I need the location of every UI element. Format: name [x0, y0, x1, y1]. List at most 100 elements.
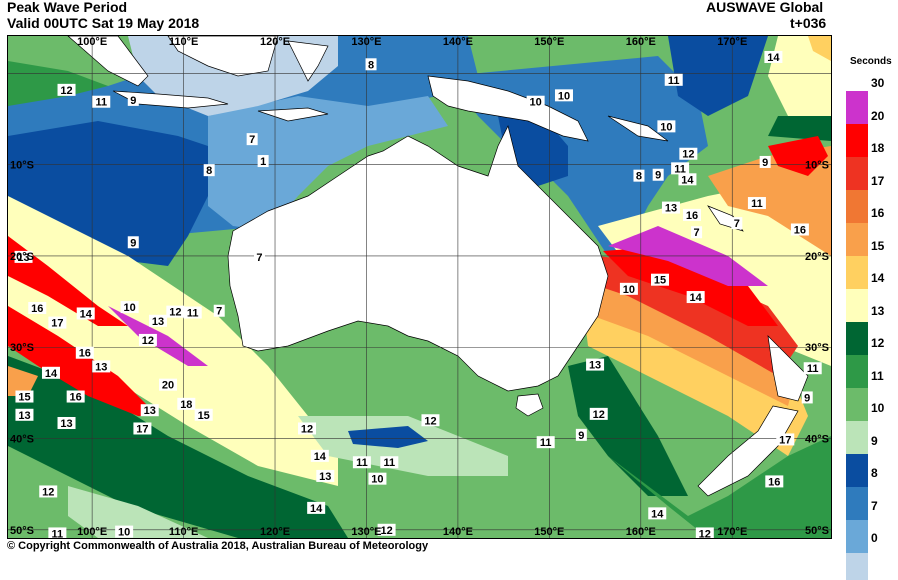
contour-value-label: 8	[365, 58, 377, 71]
contour-value-label: 17	[776, 433, 795, 446]
contour-value-label: 11	[183, 306, 202, 320]
contour-label-text: 7	[694, 227, 700, 239]
contour-labels: 12 11 9 7 8 1 9 7 13 10 13 12 11 7 12 16 17 14 16 13 14 20 18 1…	[14, 50, 822, 539]
contour-value-label: 11	[747, 197, 766, 210]
contour-value-label: 13	[140, 404, 159, 417]
legend-label: 0	[871, 531, 878, 545]
contour-label-box	[747, 197, 766, 210]
contour-value-label: 10	[526, 95, 545, 109]
contour-label-box	[257, 155, 269, 168]
contour-value-label: 9	[127, 236, 139, 249]
contour-label-box	[661, 201, 680, 214]
contour-value-label: 18	[177, 397, 196, 411]
contour-label-text: 16	[31, 303, 43, 315]
contour-value-label: 7	[691, 226, 703, 239]
legend-swatch	[846, 256, 868, 289]
contour-label-text: 1	[260, 156, 266, 168]
contour-label-box	[14, 250, 33, 263]
legend-swatch	[846, 322, 868, 355]
legend-swatch	[846, 487, 868, 520]
contour-value-label: 12	[166, 305, 185, 319]
contour-label-box	[253, 250, 265, 263]
contour-label-box	[127, 236, 139, 249]
contour-value-label: 10	[657, 120, 676, 133]
contour-value-label: 13	[57, 416, 76, 430]
valid-time: Valid 00UTC Sat 19 May 2018	[7, 15, 200, 31]
contour-label-text: 12	[699, 528, 711, 539]
zone-9s-nw-pacific	[668, 36, 768, 116]
contour-label-text: 16	[794, 224, 806, 236]
legend-swatch	[846, 91, 868, 124]
contour-label-box	[678, 173, 697, 186]
map-title: Peak Wave Period	[7, 0, 128, 15]
contour-value-label: 16	[683, 208, 702, 222]
legend-swatch	[846, 520, 868, 553]
contour-label-text: 11	[187, 308, 199, 320]
contour-label-text: 14	[690, 292, 703, 304]
contour-label-box	[92, 95, 111, 108]
contour-value-label: 13	[316, 469, 335, 483]
contour-value-label: 13	[661, 201, 680, 215]
contour-label-box	[765, 475, 784, 488]
contour-value-label: 14	[41, 366, 60, 380]
contour-label-text: 13	[18, 410, 30, 422]
contour-label-box	[652, 168, 664, 181]
latitude-label-right: 40°S	[805, 434, 829, 446]
contour-label-box	[307, 501, 326, 514]
contour-label-text: 9	[130, 95, 136, 107]
contour-label-text: 14	[767, 52, 780, 64]
contour-value-label: 14	[648, 507, 667, 520]
contour-value-label: 14	[76, 307, 95, 320]
zone-18s-pacific	[768, 136, 828, 176]
contour-label-text: 13	[589, 360, 601, 372]
contour-label-box	[48, 527, 67, 538]
legend-label: 30	[871, 76, 885, 90]
zone-7s-timor	[208, 96, 448, 231]
contour-label-box	[776, 433, 795, 446]
longitude-label-bottom: 120°E	[260, 526, 290, 538]
contour-label-box	[759, 155, 771, 168]
contour-label-text: 10	[623, 284, 635, 296]
contour-label-text: 16	[70, 392, 82, 404]
contour-label-text: 9	[578, 430, 584, 442]
copyright-notice: © Copyright Commonwealth of Australia 20…	[7, 540, 429, 552]
contour-label-text: 11	[356, 457, 368, 469]
contour-label-box	[183, 306, 202, 319]
longitude-label-top: 110°E	[169, 36, 198, 48]
contour-label-box	[803, 362, 822, 375]
contour-label-text: 17	[779, 434, 791, 446]
contour-value-label: 14	[307, 501, 326, 515]
longitude-label-top: 130°E	[351, 36, 381, 48]
contour-label-text: 9	[655, 170, 661, 182]
tasmania	[515, 393, 544, 417]
contour-value-label: 9	[801, 391, 813, 404]
contour-label-text: 11	[751, 198, 763, 210]
legend-label: 10	[871, 401, 885, 415]
model-name: AUSWAVE Global	[706, 0, 824, 15]
legend-swatch	[846, 289, 868, 322]
contour-value-label: 16	[66, 390, 85, 404]
contour-value-label: 16	[790, 223, 809, 236]
contour-label-text: 12	[682, 149, 694, 161]
contour-label-text: 11	[668, 75, 680, 87]
contour-label-box	[15, 408, 34, 421]
contour-label-box	[159, 378, 178, 391]
contour-label-box	[120, 301, 139, 314]
legend-label: 8	[871, 466, 878, 480]
contour-value-label: 12	[377, 523, 396, 537]
contour-value-label: 8	[633, 169, 645, 183]
contour-label-box	[48, 316, 67, 329]
contour-value-label: 12	[589, 407, 608, 421]
contour-label-box	[365, 58, 377, 71]
zone-16s-sw-blob	[8, 366, 38, 396]
contour-label-box	[316, 469, 335, 482]
legend-swatch	[846, 157, 868, 190]
contour-value-label: 14	[310, 449, 329, 463]
contour-value-label: 20	[159, 378, 178, 392]
contour-label-box	[589, 407, 608, 420]
contour-label-box	[177, 397, 196, 410]
legend-label: 17	[871, 173, 885, 188]
contour-value-label: 9	[759, 155, 771, 169]
contour-label-box	[731, 217, 743, 230]
contour-label-box	[127, 93, 139, 106]
